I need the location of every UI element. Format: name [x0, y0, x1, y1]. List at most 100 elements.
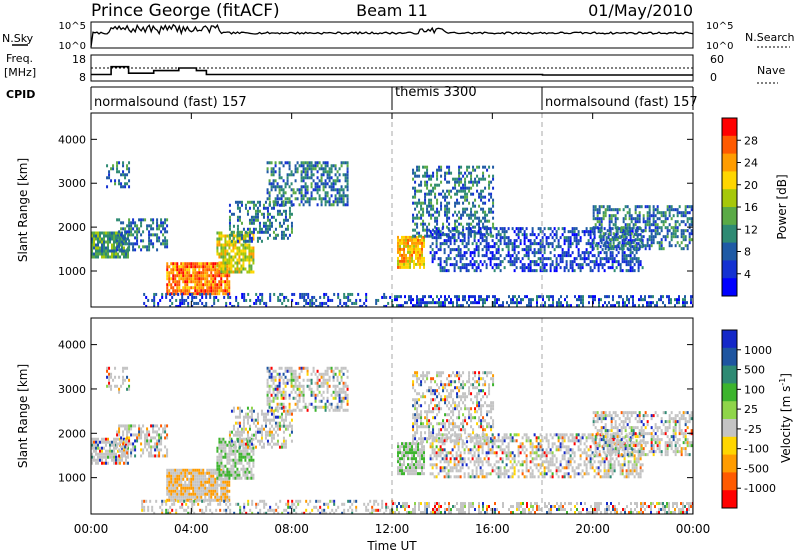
heatmap-cell	[182, 268, 185, 272]
heatmap-cell	[558, 301, 560, 305]
heatmap-cell	[574, 295, 576, 299]
heatmap-cell	[300, 408, 303, 412]
heatmap-cell	[242, 455, 245, 459]
heatmap-cell	[670, 238, 673, 242]
heatmap-cell	[464, 192, 467, 196]
heatmap-cell	[230, 233, 233, 237]
heatmap-cell	[158, 224, 161, 228]
heatmap-cell	[261, 298, 264, 302]
heatmap-cell	[218, 267, 221, 271]
heatmap-cell	[654, 226, 657, 230]
heatmap-cell	[294, 375, 297, 379]
heatmap-cell	[160, 439, 163, 443]
heatmap-cell	[236, 246, 239, 250]
heatmap-cell	[439, 245, 442, 249]
heatmap-cell	[266, 409, 269, 413]
heatmap-cell	[482, 174, 485, 178]
heatmap-cell	[316, 191, 319, 195]
heatmap-cell	[224, 492, 227, 496]
heatmap-cell	[212, 480, 215, 484]
heatmap-cell	[110, 375, 113, 379]
heatmap-cell	[500, 304, 502, 307]
heatmap-cell	[198, 480, 201, 484]
heatmap-cell	[419, 265, 422, 269]
heatmap-cell	[156, 248, 159, 252]
heatmap-cell	[611, 260, 614, 264]
heatmap-cell	[493, 227, 496, 231]
heatmap-cell	[162, 430, 165, 434]
heatmap-cell	[120, 384, 123, 388]
heatmap-cell	[594, 217, 597, 221]
heatmap-cell	[523, 242, 526, 246]
heatmap-cell	[682, 229, 685, 233]
heatmap-cell	[176, 265, 179, 269]
heatmap-cell	[274, 179, 277, 183]
heatmap-cell	[426, 304, 428, 307]
heatmap-cell	[492, 174, 495, 178]
heatmap-cell	[438, 210, 441, 214]
heatmap-cell	[533, 269, 536, 273]
heatmap-cell	[475, 242, 478, 246]
heatmap-cell	[473, 239, 476, 243]
heatmap-cell	[434, 183, 437, 187]
heatmap-cell	[511, 248, 514, 252]
heatmap-cell	[381, 295, 384, 299]
heatmap-cell	[258, 427, 261, 431]
heatmap-cell	[597, 242, 600, 246]
heatmap-cell	[226, 443, 229, 447]
heatmap-cell	[144, 445, 147, 449]
heatmap-cell	[260, 212, 263, 216]
heatmap-cell	[204, 492, 207, 496]
heatmap-cell	[686, 229, 689, 233]
velocity-heatmap	[91, 366, 693, 514]
heatmap-cell	[624, 232, 627, 236]
heatmap-cell	[286, 200, 289, 204]
heatmap-cell	[596, 226, 599, 230]
heatmap-cell	[115, 240, 117, 244]
heatmap-cell	[238, 470, 241, 474]
heatmap-cell	[474, 216, 477, 220]
heatmap-cell	[188, 486, 191, 490]
heatmap-cell	[454, 228, 457, 232]
heatmap-cell	[650, 241, 653, 245]
heatmap-cell	[342, 161, 345, 165]
heatmap-cell	[258, 227, 261, 231]
heatmap-cell	[414, 174, 417, 178]
heatmap-cell	[465, 227, 468, 231]
heatmap-cell	[632, 298, 634, 302]
heatmap-cell	[590, 295, 592, 299]
heatmap-cell	[274, 393, 277, 397]
heatmap-cell	[426, 168, 429, 172]
heatmap-cell	[426, 301, 428, 305]
heatmap-cell	[170, 480, 173, 484]
heatmap-cell	[183, 298, 186, 302]
heatmap-cell	[174, 492, 177, 496]
heatmap-cell	[417, 256, 420, 260]
heatmap-cell	[495, 233, 498, 237]
heatmap-cell	[248, 249, 251, 253]
heatmap-cell	[216, 249, 219, 253]
heatmap-cell	[409, 259, 412, 263]
heatmap-cell	[418, 198, 421, 202]
heatmap-cell	[171, 295, 174, 299]
heatmap-cell	[302, 378, 305, 382]
heatmap-cell	[608, 226, 611, 230]
heatmap-cell	[246, 255, 249, 259]
heatmap-cell	[134, 445, 137, 449]
heatmap-cell	[212, 277, 215, 281]
heatmap-cell	[343, 295, 346, 299]
heatmap-cell	[134, 424, 137, 428]
heatmap-cell	[418, 189, 421, 193]
heatmap-cell	[481, 233, 484, 237]
heatmap-cell	[180, 492, 183, 496]
heatmap-cell	[93, 449, 95, 453]
heatmap-cell	[222, 249, 225, 253]
heatmap-cell	[252, 206, 255, 210]
heatmap-cell	[266, 378, 269, 382]
heatmap-cell	[282, 200, 285, 204]
heatmap-cell	[124, 424, 127, 428]
heatmap-cell	[200, 289, 203, 293]
heatmap-cell	[430, 301, 432, 305]
heatmap-cell	[236, 258, 239, 262]
heatmap-cell	[218, 237, 221, 241]
